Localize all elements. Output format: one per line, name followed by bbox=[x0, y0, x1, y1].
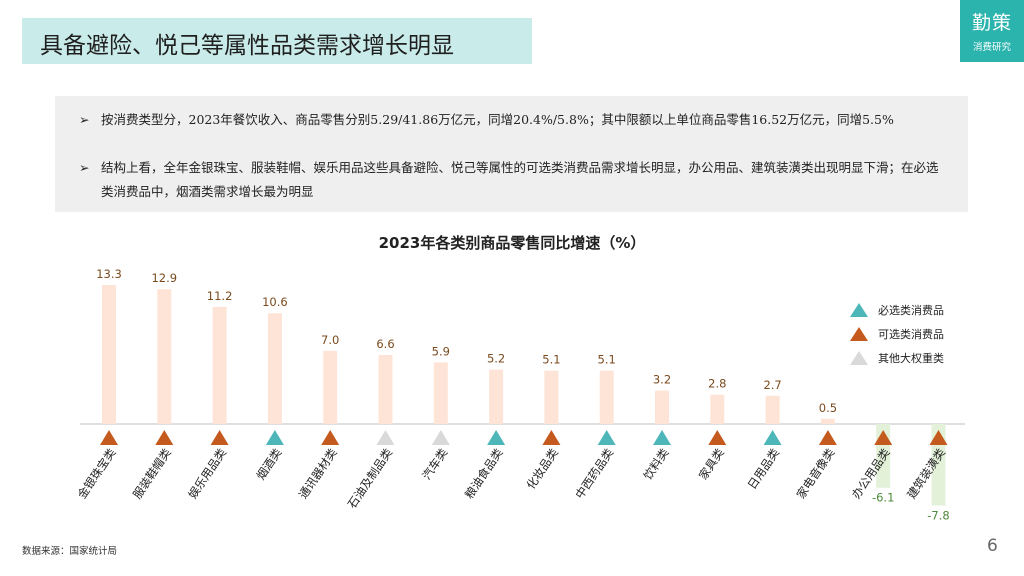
bar bbox=[323, 350, 338, 424]
category-tick-label: 化妆品类 bbox=[524, 445, 562, 491]
category-marker-triangle bbox=[265, 430, 284, 445]
category-marker-triangle bbox=[100, 430, 118, 445]
legend-item: 必选类消费品 bbox=[846, 300, 986, 320]
bar bbox=[599, 370, 614, 424]
category-tick-label: 粮油食品类 bbox=[462, 445, 506, 501]
bullet-arrow-icon: ➢ bbox=[79, 112, 90, 127]
bar bbox=[765, 395, 780, 424]
category-tick-label: 家具类 bbox=[696, 445, 727, 482]
bar bbox=[820, 418, 835, 424]
data-label: 13.3 bbox=[96, 267, 122, 281]
category-marker-triangle bbox=[321, 430, 340, 445]
bullet-arrow-icon: ➢ bbox=[79, 160, 90, 175]
category-tick-label: 石油及制品类 bbox=[345, 445, 395, 510]
page-title: 具备避险、悦己等属性品类需求增长明显 bbox=[40, 33, 454, 59]
legend-triangle-icon bbox=[850, 327, 868, 341]
bar bbox=[157, 289, 172, 424]
legend-triangle-icon bbox=[850, 303, 868, 317]
category-marker-triangle bbox=[155, 430, 174, 445]
data-label: -7.8 bbox=[927, 509, 949, 523]
logo-sub-text: 消费研究 bbox=[972, 42, 1011, 53]
category-marker-triangle bbox=[487, 430, 506, 445]
legend-item: 可选类消费品 bbox=[846, 324, 986, 344]
category-marker-triangle bbox=[653, 430, 671, 445]
legend-triangle-icon bbox=[850, 351, 868, 365]
data-source: 数据来源：国家统计局 bbox=[22, 546, 118, 557]
category-marker-triangle bbox=[929, 430, 948, 445]
data-label: 2.8 bbox=[708, 377, 726, 391]
category-tick-label: 饮料类 bbox=[641, 445, 672, 482]
category-marker-triangle bbox=[763, 430, 782, 445]
bar bbox=[212, 306, 227, 424]
category-tick-label: 烟酒类 bbox=[253, 445, 284, 482]
category-marker-triangle bbox=[542, 430, 561, 445]
category-marker-triangle bbox=[708, 430, 727, 445]
data-label: 6.6 bbox=[376, 337, 394, 351]
data-label: 10.6 bbox=[262, 295, 288, 309]
brand-logo: 勤策 消费研究 bbox=[960, 0, 1024, 62]
legend-label: 可选类消费品 bbox=[878, 328, 944, 341]
category-marker-triangle bbox=[818, 430, 837, 445]
legend-label: 必选类消费品 bbox=[878, 304, 944, 317]
category-marker-triangle bbox=[597, 430, 616, 445]
data-label: 7.0 bbox=[321, 333, 339, 347]
category-tick-label: 娱乐用品类 bbox=[185, 445, 229, 501]
summary-box: ➢ 按消费类型分，2023年餐饮收入、商品零售分别5.29/41.86万亿元，同… bbox=[55, 96, 968, 212]
category-tick-label: 金银珠宝类 bbox=[75, 445, 119, 501]
legend-label: 其他大权重类 bbox=[878, 352, 944, 365]
category-tick-label: 日用品类 bbox=[745, 445, 783, 491]
bar bbox=[544, 370, 559, 424]
data-label: 11.2 bbox=[207, 289, 233, 303]
bar bbox=[489, 369, 504, 424]
data-label: 0.5 bbox=[819, 401, 837, 415]
bar bbox=[378, 355, 393, 424]
bar bbox=[710, 394, 725, 424]
bar bbox=[655, 390, 669, 424]
category-marker-triangle bbox=[874, 430, 893, 445]
category-tick-label: 中西药品类 bbox=[572, 445, 616, 501]
data-label: 2.7 bbox=[763, 378, 781, 392]
summary-bullet-text: 按消费类型分，2023年餐饮收入、商品零售分别5.29/41.86万亿元，同增2… bbox=[101, 112, 894, 127]
category-tick-label: 通讯器材类 bbox=[296, 445, 340, 501]
data-label: 12.9 bbox=[151, 271, 177, 285]
bar bbox=[102, 285, 116, 424]
summary-bullet-text: 结构上看，全年金银珠宝、服装鞋帽、娱乐用品这些具备避险、悦己等属性的可选类消费品… bbox=[101, 160, 939, 199]
chart-title: 2023年各类别商品零售同比增速（%） bbox=[378, 234, 646, 252]
summary-bullet: ➢ 按消费类型分，2023年餐饮收入、商品零售分别5.29/41.86万亿元，同… bbox=[79, 108, 949, 132]
summary-bullet: ➢ 结构上看，全年金银珠宝、服装鞋帽、娱乐用品这些具备避险、悦己等属性的可选类消… bbox=[79, 156, 949, 204]
data-label: -6.1 bbox=[872, 491, 894, 505]
data-label: 5.1 bbox=[598, 353, 616, 367]
page-number: 6 bbox=[987, 536, 998, 556]
logo-main-text: 勤策 bbox=[971, 12, 1012, 34]
category-marker-triangle bbox=[376, 430, 395, 445]
bar bbox=[267, 313, 282, 424]
bar bbox=[433, 362, 448, 424]
data-label: 5.2 bbox=[487, 352, 505, 366]
data-label: 5.1 bbox=[542, 353, 560, 367]
data-label: 5.9 bbox=[432, 344, 450, 358]
category-tick-label: 家电音像类 bbox=[794, 445, 838, 501]
data-label: 3.2 bbox=[653, 373, 671, 387]
legend-item: 其他大权重类 bbox=[846, 348, 986, 368]
category-marker-triangle bbox=[210, 430, 229, 445]
category-marker-triangle bbox=[431, 430, 450, 445]
category-tick-label: 汽车类 bbox=[419, 445, 450, 482]
title-banner: 具备避险、悦己等属性品类需求增长明显 bbox=[22, 18, 532, 64]
category-tick-label: 服装鞋帽类 bbox=[130, 445, 174, 501]
